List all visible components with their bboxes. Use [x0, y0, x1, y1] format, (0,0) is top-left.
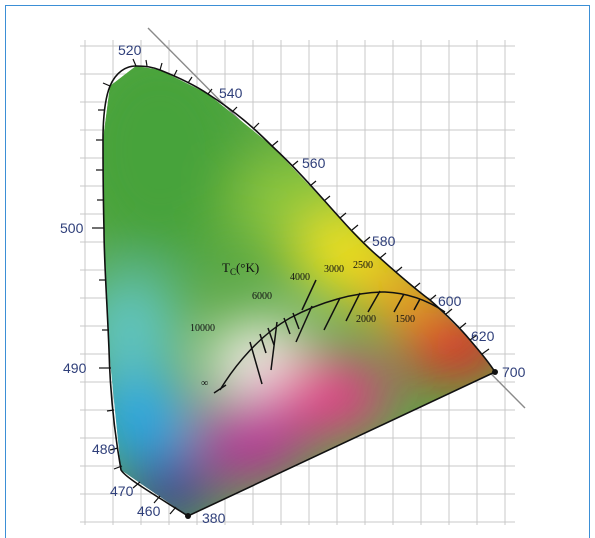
endpoint-700-marker [492, 369, 498, 375]
wavelength-label-480: 480 [92, 441, 116, 457]
planckian-label-unit: (°K) [236, 260, 259, 275]
gamut-fill [103, 66, 495, 516]
endpoint-380-marker [185, 513, 191, 519]
wavelength-ticks [92, 58, 490, 515]
wavelength-label-470: 470 [110, 483, 134, 499]
planckian-label: TC(°K) [222, 260, 259, 277]
temperature-labels: 10000 6000 4000 3000 2500 2000 1500 ∞ [190, 260, 415, 389]
temp-label-6000: 6000 [252, 291, 272, 302]
temp-label-2000: 2000 [356, 314, 376, 325]
image-frame [5, 5, 590, 538]
wavelength-label-700: 700 [502, 364, 526, 380]
spectral-locus [102, 65, 497, 517]
planckian-label-subscript: C [230, 267, 236, 277]
wavelength-label-500: 500 [60, 220, 84, 236]
infinity-label: ∞ [201, 378, 208, 389]
temp-label-1500: 1500 [395, 314, 415, 325]
temp-label-3000: 3000 [324, 264, 344, 275]
wavelength-label-520: 520 [118, 42, 142, 58]
wavelength-label-540: 540 [219, 85, 243, 101]
wavelength-label-580: 580 [372, 233, 396, 249]
planckian-label-main: T [222, 260, 230, 275]
temp-label-10000: 10000 [190, 323, 215, 334]
wavelength-label-490: 490 [63, 360, 87, 376]
planckian-locus [213, 279, 446, 394]
wavelength-label-380: 380 [202, 510, 226, 526]
temp-label-2500: 2500 [353, 260, 373, 271]
wavelength-label-460: 460 [137, 503, 161, 519]
wavelength-label-600: 600 [438, 293, 462, 309]
wavelength-labels: 520 540 560 580 600 620 700 380 460 470 … [60, 42, 526, 526]
wavelength-label-620: 620 [471, 328, 495, 344]
wavelength-label-560: 560 [302, 155, 326, 171]
temp-label-4000: 4000 [290, 272, 310, 283]
